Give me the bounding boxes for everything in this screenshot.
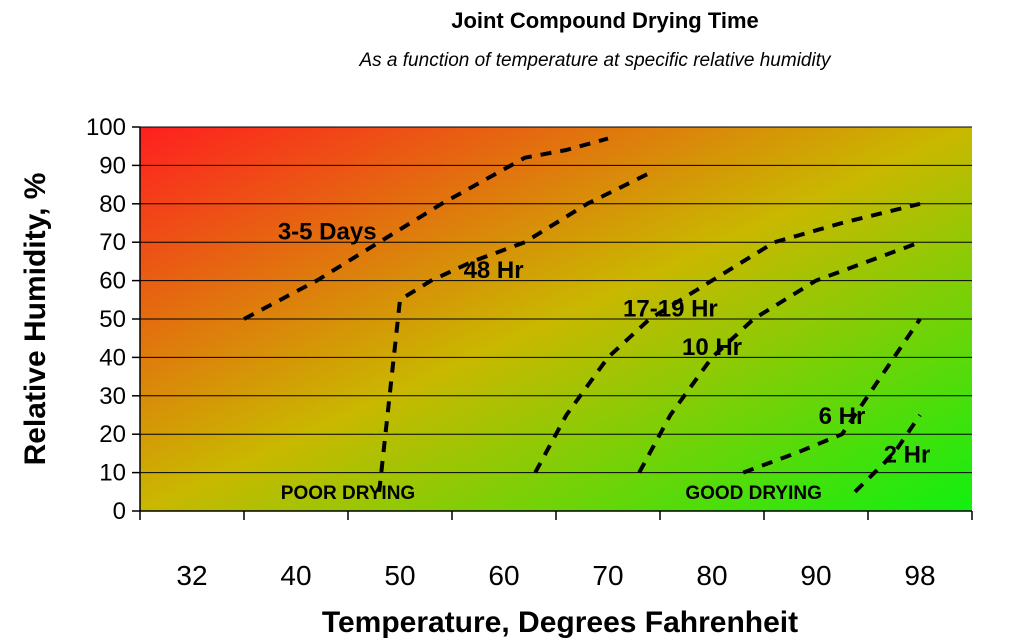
y-tick-label: 80 xyxy=(99,191,126,218)
curve-labels: 3-5 Days 48 Hr 17-19 Hr 10 Hr 6 Hr 2 Hr xyxy=(278,219,931,469)
y-tick-label: 10 xyxy=(99,460,126,487)
y-tick-label: 90 xyxy=(99,152,126,179)
x-tick-label: 80 xyxy=(696,560,727,591)
series-line-10-hr xyxy=(637,240,921,474)
chart-title: Joint Compound Drying Time xyxy=(451,8,759,33)
y-tick-label: 50 xyxy=(99,306,126,333)
y-tick-label: 60 xyxy=(99,268,126,295)
gridlines xyxy=(140,126,972,474)
zone-annotations: POOR DRYING GOOD DRYING xyxy=(281,483,822,504)
x-tick-label: 60 xyxy=(488,560,519,591)
series-line-17-19-hr xyxy=(533,201,921,474)
series-label: 2 Hr xyxy=(884,441,931,468)
y-tick-label: 30 xyxy=(99,383,126,410)
y-axis-ticks: 0 10 20 30 40 50 60 70 80 90 100 xyxy=(86,114,140,525)
series-label: 3-5 Days xyxy=(278,219,377,246)
y-tick-label: 20 xyxy=(99,421,126,448)
x-tick-label: 70 xyxy=(592,560,623,591)
y-tick-label: 70 xyxy=(99,229,126,256)
chart-subtitle: As a function of temperature at specific… xyxy=(359,50,831,71)
drying-curves xyxy=(243,136,922,494)
series-line-2-hr xyxy=(853,413,922,494)
y-tick-label: 0 xyxy=(113,498,126,525)
x-axis-ticks: 32 40 50 60 70 80 90 98 xyxy=(139,511,973,591)
x-tick-label: 50 xyxy=(384,560,415,591)
x-axis-title: Temperature, Degrees Fahrenheit xyxy=(322,606,798,639)
x-tick-label: 98 xyxy=(904,560,935,591)
series-label: 17-19 Hr xyxy=(623,295,718,322)
zone-annotation: POOR DRYING xyxy=(281,483,415,504)
series-label: 48 Hr xyxy=(464,257,524,284)
x-tick-label: 32 xyxy=(176,560,207,591)
zone-annotation: GOOD DRYING xyxy=(685,483,822,504)
x-tick-label: 90 xyxy=(800,560,831,591)
y-tick-label: 100 xyxy=(86,114,126,141)
series-line-6-hr xyxy=(742,317,922,475)
series-label: 6 Hr xyxy=(819,403,866,430)
y-axis-title: Relative Humidity, % xyxy=(19,173,52,466)
y-tick-label: 40 xyxy=(99,344,126,371)
series-label: 10 Hr xyxy=(682,334,742,361)
x-tick-label: 40 xyxy=(280,560,311,591)
